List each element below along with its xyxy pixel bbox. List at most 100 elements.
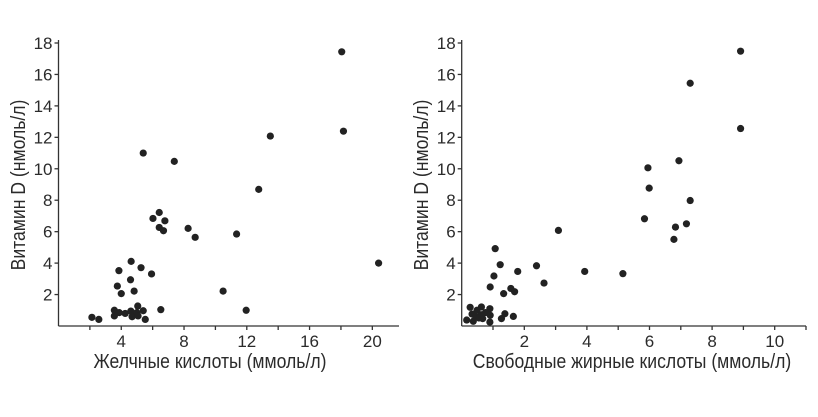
data-point [113,282,121,290]
data-point [463,316,471,324]
x-tick-label: 20 [363,332,382,351]
data-point [130,287,138,295]
x-tick-label: 4 [582,332,591,351]
data-point [469,317,477,325]
data-point [134,302,142,310]
data-point [496,261,504,269]
data-point [117,290,125,298]
y-tick-label: 18 [437,34,456,53]
data-point [375,259,383,267]
data-point [266,132,274,140]
data-point [486,311,494,319]
data-point [736,47,745,55]
data-point [509,312,517,321]
x-tick-label: 4 [117,332,126,351]
data-point [161,217,169,225]
data-point [510,288,519,296]
data-point [675,157,683,165]
data-point [134,312,142,320]
data-point [532,262,541,270]
x-tick-label: 2 [520,332,529,351]
y-tick-label: 10 [437,160,456,179]
data-point [490,272,498,280]
x-tick-label: 8 [179,332,188,351]
y-tick-label: 2 [446,286,455,305]
x-tick-label: 16 [300,332,319,351]
data-point [127,307,135,315]
y-tick-label: 18 [34,34,53,53]
data-point [540,279,548,287]
data-point [121,309,129,318]
data-point [466,303,474,311]
data-point [170,157,178,165]
data-point [497,315,506,323]
data-point [219,287,227,295]
y-tick-label: 6 [446,223,455,242]
data-point [137,264,145,272]
data-point [95,315,103,323]
y-tick-label: 4 [43,254,52,273]
y-tick-label: 12 [34,128,53,147]
data-point [686,79,694,87]
y-tick-label: 16 [34,65,53,84]
data-point [88,313,96,321]
data-point [686,196,694,205]
chart-free-fatty-acids: Свободные жирные кислоты (ммоль/л) Витам… [410,34,807,372]
data-point [670,235,678,243]
data-point [127,257,135,265]
data-point [581,267,589,276]
data-point [126,276,135,284]
data-point [191,233,199,241]
y-tick-label: 2 [43,286,52,305]
data-point [255,185,263,193]
data-point [473,306,481,314]
x-tick-label: 12 [237,332,256,351]
y-tick-label: 6 [43,223,52,242]
data-point [491,245,499,253]
data-point [232,230,241,238]
data-point [155,208,163,217]
y-tick-label: 16 [437,65,456,84]
x-tick-label: 6 [645,332,654,351]
data-point [141,315,149,323]
y-tick-label: 4 [446,254,455,273]
data-point [619,270,627,278]
chart-bile-acids: Желчные кислоты (ммоль/л) Витамин D (нмо… [7,34,399,372]
data-point [147,270,156,278]
x-tick-label: 8 [707,332,716,351]
data-point [645,184,653,192]
data-point [640,215,649,223]
y-axis-label: Витамин D (нмоль/л) [410,100,432,271]
data-point [115,309,123,317]
data-point [486,283,494,291]
y-axis-label: Витамин D (нмоль/л) [7,100,29,271]
x-tick-label: 10 [765,332,784,351]
data-point [554,226,563,235]
data-point [475,314,483,322]
data-point [149,214,157,223]
data-point [184,224,192,232]
data-point [338,48,346,56]
data-point [159,227,168,235]
x-axis-label: Свободные жирные кислоты (ммоль/л) [473,350,791,372]
data-point [671,223,680,231]
y-tick-label: 14 [34,97,53,116]
data-point [682,220,691,228]
y-tick-label: 8 [43,191,52,210]
y-tick-label: 14 [437,97,456,116]
data-point [128,313,136,321]
data-point [500,290,508,298]
y-tick-label: 10 [34,160,53,179]
data-point [242,306,250,314]
data-point [115,267,123,275]
x-axis-label: Желчные кислоты (ммоль/л) [94,350,327,372]
data-point [644,164,652,172]
data-point [514,267,522,276]
data-point [139,149,147,157]
data-point [157,306,165,314]
y-tick-label: 12 [437,128,456,147]
y-tick-label: 8 [446,191,455,210]
data-point [486,318,494,326]
data-point [736,124,745,133]
